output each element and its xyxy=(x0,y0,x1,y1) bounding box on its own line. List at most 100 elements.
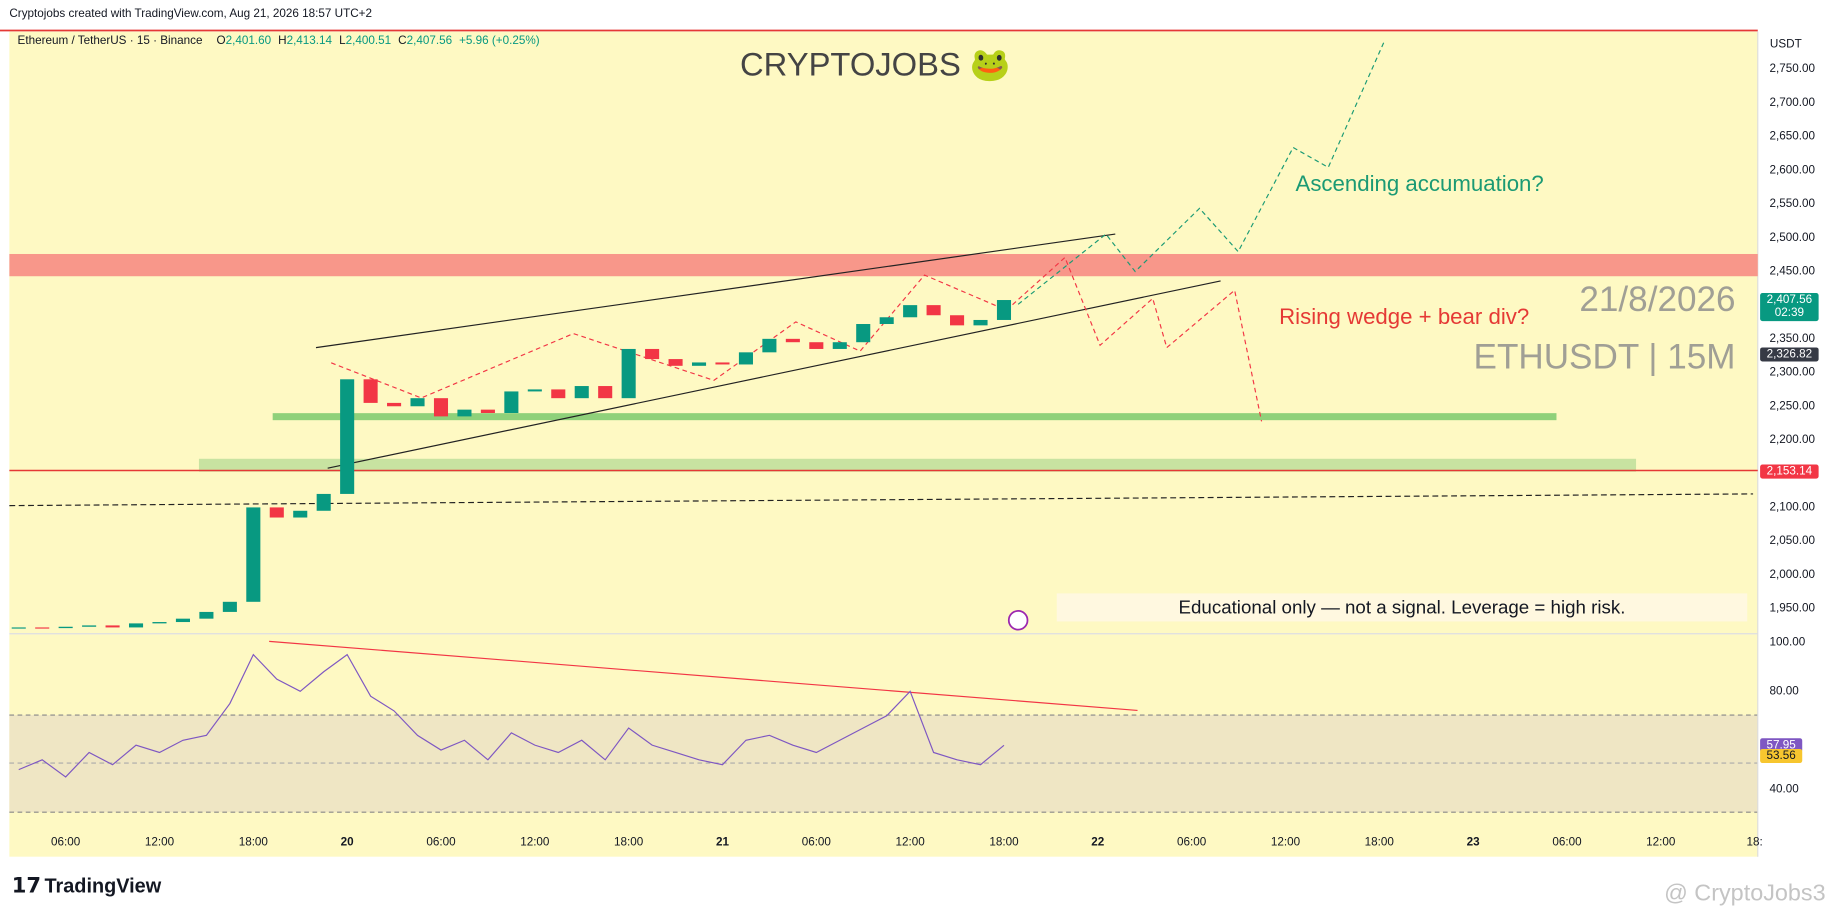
price-label: 2,153.14 xyxy=(1767,465,1813,478)
symbol-info: Ethereum / TetherUS · 15 · Binance xyxy=(18,34,203,47)
pair-watermark: ETHUSDT | 15M xyxy=(1474,338,1736,377)
x-tick-label: 12:00 xyxy=(896,836,926,849)
candle xyxy=(668,359,683,366)
candle xyxy=(645,348,660,360)
currency: USDT xyxy=(1770,38,1802,51)
x-tick-label: 06:00 xyxy=(426,836,456,849)
candle xyxy=(363,379,378,403)
x-tick-label: 06:00 xyxy=(51,836,81,849)
price-label: 2,407.56 xyxy=(1767,293,1813,306)
y-tick-label: 2,550.00 xyxy=(1769,197,1815,210)
bear-projection xyxy=(330,256,1263,422)
y-tick-label: 2,700.00 xyxy=(1769,96,1815,109)
x-tick-label: 12:00 xyxy=(1646,836,1676,849)
candle xyxy=(832,342,847,349)
x-tick-label: 18: xyxy=(1747,836,1763,849)
rsi-value-box xyxy=(1760,748,1803,764)
y-tick-label: 2,600.00 xyxy=(1769,163,1815,176)
y-tick-label: 2,000.00 xyxy=(1769,568,1815,581)
candle xyxy=(82,625,97,627)
price-label-box xyxy=(1760,464,1819,479)
candle xyxy=(246,507,261,602)
brand-logo[interactable]: 𝟭𝟳 xyxy=(12,875,41,898)
x-tick-label: 18:00 xyxy=(1365,836,1395,849)
candle xyxy=(457,409,472,417)
rsi-tick-label: 40.00 xyxy=(1769,782,1799,795)
date-watermark: 21/8/2026 xyxy=(1579,280,1735,319)
candle xyxy=(410,398,425,407)
candle xyxy=(269,507,284,518)
ohlc-value: 2,401.60 xyxy=(226,34,272,47)
y-tick-label: 2,650.00 xyxy=(1769,130,1815,143)
disclaimer-box xyxy=(1056,593,1748,622)
candle xyxy=(926,305,941,316)
y-tick-label: 2,750.00 xyxy=(1769,62,1815,75)
x-tick-label: 12:00 xyxy=(520,836,550,849)
ohlc: O2,401.60 H2,413.14 L2,400.51 C2,407.56 +5.9… xyxy=(217,34,540,47)
x-tick-label: 18:00 xyxy=(239,836,269,849)
candle xyxy=(785,338,800,343)
candle xyxy=(621,348,636,399)
x-tick-label: 21 xyxy=(716,836,730,849)
candle xyxy=(175,618,190,623)
candle xyxy=(293,510,308,518)
x-tick-label: 06:00 xyxy=(1177,836,1207,849)
price-label: 2,326.82 xyxy=(1767,348,1813,361)
price-pane xyxy=(9,31,1758,634)
price-label-box xyxy=(1760,347,1819,362)
rsi-value-box xyxy=(1760,738,1803,753)
annotation: Rising wedge + bear div? xyxy=(1279,304,1529,329)
candle xyxy=(950,315,965,326)
x-tick-label: 18:00 xyxy=(614,836,644,849)
rsi-value-label: 53.56 xyxy=(1767,749,1796,762)
x-tick-label: 06:00 xyxy=(802,836,832,849)
x-tick-label: 06:00 xyxy=(1552,836,1582,849)
y-tick-label: 1,950.00 xyxy=(1769,602,1815,615)
ohlc-key: C xyxy=(398,34,406,47)
candle xyxy=(973,319,988,326)
y-tick-label: 2,050.00 xyxy=(1769,534,1815,547)
x-tick-label: 23 xyxy=(1467,836,1480,849)
candle xyxy=(691,362,707,366)
brand[interactable]: TradingView xyxy=(44,875,161,897)
y-tick-label: 2,250.00 xyxy=(1769,399,1815,412)
wedge-line xyxy=(327,280,1221,469)
dashed-trend xyxy=(9,493,1754,507)
rsi-trend xyxy=(269,640,1138,711)
chart-title: CRYPTOJOBS 🐸 xyxy=(740,45,1011,82)
candle xyxy=(222,601,237,612)
ohlc-key: L xyxy=(339,34,346,47)
candle xyxy=(504,391,519,414)
rsi-tick-label: 80.00 xyxy=(1769,684,1799,697)
candle xyxy=(996,300,1012,320)
y-tick-label: 2,200.00 xyxy=(1769,433,1815,446)
candle xyxy=(574,386,589,399)
disclaimer: Educational only — not a signal. Leverag… xyxy=(1179,597,1626,618)
y-tick-label: 2,300.00 xyxy=(1769,366,1815,379)
candle xyxy=(809,342,824,349)
resistance-zone xyxy=(9,253,1758,277)
ohlc-value: 2,407.56 xyxy=(407,34,453,47)
candle xyxy=(35,627,50,629)
candle xyxy=(433,398,449,417)
bull-projection xyxy=(1017,40,1385,305)
ohlc-value: 2,400.51 xyxy=(346,34,392,47)
candle xyxy=(903,305,918,318)
wedge-line xyxy=(315,233,1116,349)
candle xyxy=(551,389,566,399)
event-icon[interactable] xyxy=(1007,610,1029,631)
x-tick-label: 20 xyxy=(341,836,355,849)
support-zone xyxy=(272,413,1557,421)
y-tick-label: 2,500.00 xyxy=(1769,231,1815,244)
annotation: Ascending accumuation? xyxy=(1296,171,1544,196)
candle xyxy=(715,362,730,365)
price-label-box xyxy=(1760,293,1819,322)
candle xyxy=(879,317,894,325)
header-text: Cryptojobs created with TradingView.com,… xyxy=(9,7,372,20)
rsi-line xyxy=(18,653,1005,778)
candle xyxy=(340,379,355,494)
countdown: 02:39 xyxy=(1775,306,1804,319)
x-tick-label: 22 xyxy=(1091,836,1105,849)
